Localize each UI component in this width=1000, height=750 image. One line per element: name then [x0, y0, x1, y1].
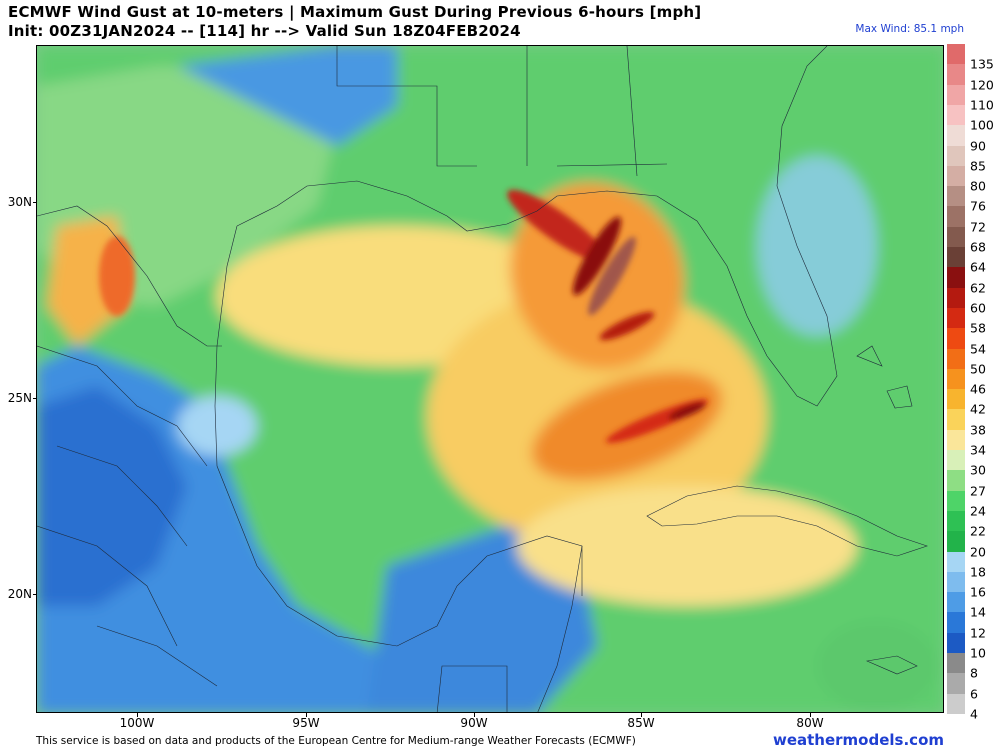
color-scale-swatch — [947, 368, 965, 390]
color-scale-label: 12 — [970, 625, 986, 641]
color-scale-swatch — [947, 673, 965, 695]
color-scale-swatch — [947, 551, 965, 573]
color-scale-label: 42 — [970, 401, 986, 417]
lat-label: 25N — [7, 391, 32, 405]
color-scale-label: 54 — [970, 341, 986, 357]
color-scale-label: 34 — [970, 442, 986, 458]
color-scale-label: 135 — [970, 56, 994, 72]
lat-tick — [33, 594, 37, 595]
color-scale-label: 72 — [970, 219, 986, 235]
color-scale-label: 6 — [970, 686, 978, 702]
color-scale-label: 4 — [970, 706, 978, 722]
color-scale-label: 64 — [970, 259, 986, 275]
color-scale-label: 24 — [970, 503, 986, 519]
color-scale-swatch — [947, 186, 965, 207]
color-scale-label: 50 — [970, 361, 986, 377]
color-scale-label: 68 — [970, 239, 986, 255]
color-scale-swatch — [947, 125, 965, 146]
color-scale-swatch — [947, 307, 965, 329]
color-scale-label: 27 — [970, 483, 986, 499]
lon-tick — [474, 713, 475, 717]
color-scale-label: 90 — [970, 138, 986, 153]
color-scale-swatch — [947, 693, 965, 715]
color-scale-swatch — [947, 571, 965, 593]
lat-tick — [33, 398, 37, 399]
political-boundaries — [37, 46, 928, 712]
color-scale-label: 60 — [970, 300, 986, 316]
wind-gust-map — [36, 45, 944, 713]
gust-maxima — [99, 189, 709, 443]
lat-label: 20N — [7, 587, 32, 601]
lon-tick — [137, 713, 138, 717]
color-scale-swatch — [947, 104, 965, 126]
color-scale-label: 38 — [970, 422, 986, 438]
chart-subtitle: Init: 00Z31JAN2024 -- [114] hr --> Valid… — [8, 22, 521, 40]
lon-label: 95W — [292, 716, 320, 730]
lon-label: 85W — [627, 716, 655, 730]
color-scale-swatch — [947, 531, 965, 553]
color-scale-swatch — [947, 592, 965, 613]
color-scale-swatch — [947, 145, 965, 167]
color-scale-label: 20 — [970, 544, 986, 560]
lon-label: 80W — [796, 716, 824, 730]
color-scale-swatch — [947, 429, 965, 451]
map-canvas — [37, 46, 943, 712]
color-scale-label: 18 — [970, 564, 986, 580]
color-scale-label: 16 — [970, 584, 986, 600]
color-scale-swatch — [947, 328, 965, 350]
attribution-text: This service is based on data and produc… — [36, 735, 636, 747]
color-scale-swatch — [947, 267, 965, 289]
lat-label: 30N — [7, 195, 32, 209]
color-scale-label: 100 — [970, 117, 994, 133]
color-scale-swatch — [947, 226, 965, 248]
color-scale-label: 85 — [970, 158, 986, 174]
color-scale-label: 80 — [970, 178, 986, 194]
color-scale-label: 76 — [970, 198, 986, 214]
color-scale-label: 22 — [970, 523, 986, 539]
color-scale-swatch — [947, 165, 965, 187]
color-scale-swatch — [947, 64, 965, 86]
color-scale-swatch — [947, 389, 965, 410]
color-scale-swatch — [947, 247, 965, 268]
color-scale-label: 110 — [970, 97, 994, 113]
color-scale-label: 30 — [970, 462, 986, 478]
color-scale-swatch — [947, 632, 965, 654]
color-scale-swatch — [947, 84, 965, 106]
lon-tick — [306, 713, 307, 717]
color-scale-swatch — [947, 348, 965, 370]
chart-title: ECMWF Wind Gust at 10-meters | Maximum G… — [8, 3, 702, 21]
lon-tick — [641, 713, 642, 717]
color-scale-label: 120 — [970, 77, 994, 93]
color-scale-swatch — [947, 510, 965, 532]
gust-field — [37, 46, 943, 712]
color-scale-label: 10 — [970, 645, 986, 661]
color-scale-swatch — [947, 612, 965, 634]
lon-label: 90W — [460, 716, 488, 730]
color-scale-label: 58 — [970, 320, 986, 336]
color-scale — [947, 44, 965, 715]
color-scale-swatch — [947, 44, 965, 65]
color-scale-label: 46 — [970, 381, 986, 397]
color-scale-swatch — [947, 206, 965, 228]
color-scale-swatch — [947, 490, 965, 512]
lon-tick — [810, 713, 811, 717]
lat-tick — [33, 202, 37, 203]
color-scale-swatch — [947, 287, 965, 309]
color-scale-swatch — [947, 653, 965, 674]
color-scale-label: 62 — [970, 280, 986, 296]
brand-link[interactable]: weathermodels.com — [772, 731, 944, 749]
color-scale-swatch — [947, 450, 965, 471]
color-scale-label: 14 — [970, 604, 986, 620]
color-scale-label: 8 — [970, 665, 978, 681]
max-wind-label: Max Wind: 85.1 mph — [855, 23, 964, 35]
color-scale-swatch — [947, 409, 965, 431]
color-scale-swatch — [947, 470, 965, 492]
lon-label: 100W — [119, 716, 155, 730]
